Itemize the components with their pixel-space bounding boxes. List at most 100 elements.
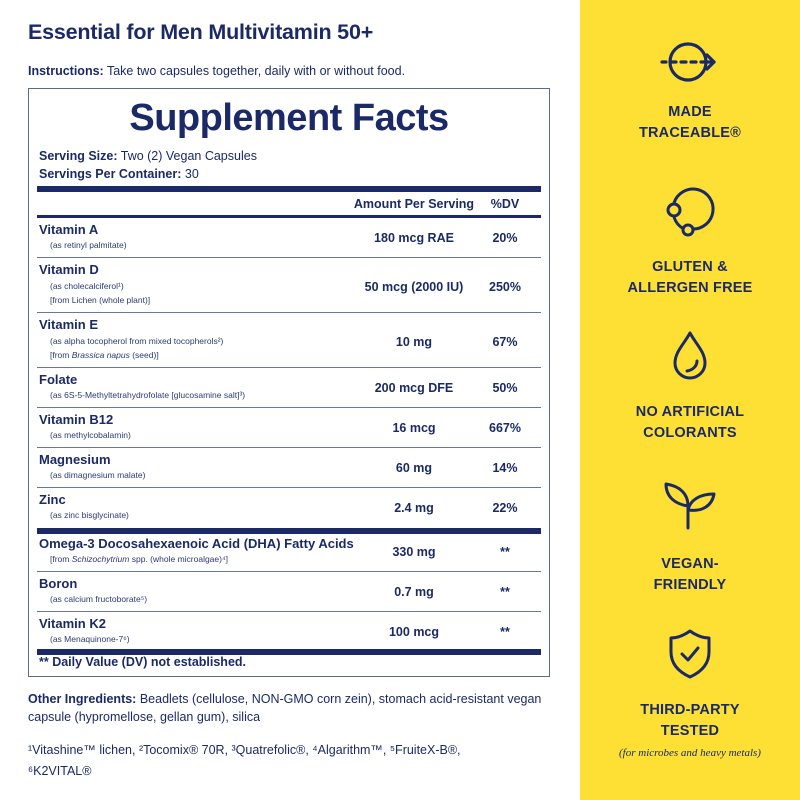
badge-gluten-allergen-free: GLUTEN & ALLERGEN FREE xyxy=(580,183,800,299)
badge-vegan-friendly: VEGAN- FRIENDLY xyxy=(580,480,800,596)
badge-third-party-tested: THIRD-PARTY TESTED (for microbes and hea… xyxy=(580,628,800,759)
divider-thick xyxy=(37,186,541,192)
other-ingredients-label: Other Ingredients: xyxy=(28,692,137,706)
sprout-icon xyxy=(664,482,716,530)
badge-label: TESTED xyxy=(660,723,720,739)
serving-size-label: Serving Size: xyxy=(39,149,118,163)
badge-label: MADE xyxy=(668,104,712,120)
nutrient-source: (as retinyl palmitate) xyxy=(50,240,127,250)
nutrient-source: (as calcium fructoborate⁵) xyxy=(50,594,148,604)
nutrient-dv: 50% xyxy=(492,381,518,395)
divider-thin xyxy=(37,447,541,448)
servings-per-container-value: 30 xyxy=(184,167,199,181)
instructions-label: Instructions: xyxy=(28,64,104,78)
droplet-icon xyxy=(673,331,707,380)
supplement-facts-title: Supplement Facts xyxy=(129,97,449,139)
badge-label: VEGAN- xyxy=(661,556,719,572)
nutrient-amount: 10 mg xyxy=(395,335,433,349)
badge-no-artificial-colorants: NO ARTIFICIAL COLORANTS xyxy=(580,330,800,444)
serving-info: Serving Size: Two (2) Vegan Capsules Ser… xyxy=(39,147,257,183)
column-header-dv: %DV xyxy=(490,197,520,211)
divider-thin xyxy=(37,312,541,313)
nutrient-name: Vitamin B12 xyxy=(39,412,114,427)
divider-thin xyxy=(37,611,541,612)
badge-label: NO ARTIFICIAL xyxy=(635,404,745,420)
nutrient-amount: 100 mcg xyxy=(388,625,440,639)
nutrient-name: Vitamin K2 xyxy=(39,616,106,631)
table-row: Vitamin A (as retinyl palmitate) 180 mcg… xyxy=(39,222,539,258)
divider-medium xyxy=(37,215,541,218)
divider-thin xyxy=(37,571,541,572)
badge-label: GLUTEN & xyxy=(652,259,728,275)
nutrient-dv: 67% xyxy=(492,335,518,349)
nutrient-dv: 667% xyxy=(489,421,521,435)
nutrient-name: Vitamin D xyxy=(39,262,99,277)
nutrient-dv: ** xyxy=(500,585,510,599)
table-row: Boron (as calcium fructoborate⁵) 0.7 mg … xyxy=(39,576,539,612)
nutrient-amount: 50 mcg (2000 IU) xyxy=(364,280,464,294)
trademark-footnotes: ¹Vitashine™ lichen, ²Tocomix® 70R, ³Quat… xyxy=(28,740,548,782)
nutrient-dv: ** xyxy=(500,625,510,639)
other-ingredients: Other Ingredients: Beadlets (cellulose, … xyxy=(28,690,558,726)
nutrient-source: (as cholecalciferol¹) xyxy=(50,281,124,291)
nutrient-name: Vitamin A xyxy=(39,222,99,237)
nutrient-name: Omega-3 Docosahexaenoic Acid (DHA) Fatty… xyxy=(39,536,354,551)
badge-made-traceable: MADE TRACEABLE® xyxy=(580,36,800,144)
badge-label: THIRD-PARTY xyxy=(640,702,740,718)
nutrient-amount: 180 mcg RAE xyxy=(374,231,454,245)
allergen-free-circle-icon xyxy=(666,187,715,237)
supplement-facts-box: Supplement Facts Serving Size: Two (2) V… xyxy=(28,88,550,677)
nutrient-amount: 60 mg xyxy=(395,461,433,475)
divider-thick xyxy=(37,649,541,655)
nutrient-source: (as alpha tocopherol from mixed tocopher… xyxy=(50,336,224,346)
servings-per-container: Servings Per Container: 30 xyxy=(39,165,257,183)
nutrient-amount: 330 mg xyxy=(392,545,436,559)
nutrient-source-origin: [from Lichen (whole plant)] xyxy=(50,295,151,305)
table-row: Vitamin K2 (as Menaquinone-7⁶) 100 mcg *… xyxy=(39,616,539,652)
source-text: spp. (whole microalgae)⁴] xyxy=(129,554,228,564)
serving-size-value: Two (2) Vegan Capsules xyxy=(120,149,257,163)
instructions-text: Take two capsules together, daily with o… xyxy=(106,64,406,78)
footnote-line: ⁶K2VITAL® xyxy=(28,764,92,778)
badge-note: (for microbes and heavy metals) xyxy=(619,747,761,759)
badge-label: COLORANTS xyxy=(643,425,737,441)
nutrient-source: (as dimagnesium malate) xyxy=(50,470,146,480)
divider-thin xyxy=(37,367,541,368)
benefits-panel: MADE TRACEABLE® GLUTEN & ALLERGEN FREE N… xyxy=(580,0,800,800)
nutrient-source: (as Menaquinone-7⁶) xyxy=(50,634,130,644)
source-text: [from xyxy=(50,350,72,360)
table-row: Omega-3 Docosahexaenoic Acid (DHA) Fatty… xyxy=(39,536,539,572)
nutrient-dv: 14% xyxy=(492,461,518,475)
table-row: Folate (as 6S-5-Methyltetrahydrofolate [… xyxy=(39,372,539,408)
nutrient-dv: ** xyxy=(500,545,510,559)
nutrient-name: Zinc xyxy=(39,492,66,507)
nutrient-amount: 0.7 mg xyxy=(394,585,434,599)
nutrient-source: (as 6S-5-Methyltetrahydrofolate [glucosa… xyxy=(50,390,246,400)
source-species: Brassica napus xyxy=(71,350,130,360)
source-text: (seed)] xyxy=(129,350,159,360)
footnote-line: ¹Vitashine™ lichen, ²Tocomix® 70R, ³Quat… xyxy=(28,743,461,757)
dv-footnote: ** Daily Value (DV) not established. xyxy=(39,655,247,669)
table-row: Zinc (as zinc bisglycinate) 2.4 mg 22% xyxy=(39,492,539,528)
nutrient-name: Magnesium xyxy=(39,452,111,467)
nutrient-amount: 16 mcg xyxy=(392,421,436,435)
nutrient-name: Folate xyxy=(39,372,78,387)
column-header-amount: Amount Per Serving xyxy=(353,197,475,211)
serving-size: Serving Size: Two (2) Vegan Capsules xyxy=(39,147,257,165)
badge-label: FRIENDLY xyxy=(653,577,727,593)
table-row: Vitamin E (as alpha tocopherol from mixe… xyxy=(39,317,539,367)
nutrient-dv: 250% xyxy=(489,280,521,294)
label-panel: Essential for Men Multivitamin 50+ Instr… xyxy=(28,20,558,782)
instructions: Instructions: Take two capsules together… xyxy=(28,64,405,78)
other-ingredients-text: Beadlets (cellulose, NON-GMO corn zein),… xyxy=(28,692,542,724)
nutrient-dv: 22% xyxy=(492,501,518,515)
nutrient-name: Boron xyxy=(39,576,78,591)
nutrient-name: Vitamin E xyxy=(39,317,99,332)
divider-thin xyxy=(37,407,541,408)
product-title: Essential for Men Multivitamin 50+ xyxy=(28,20,374,44)
servings-per-container-label: Servings Per Container: xyxy=(39,167,182,181)
badge-label: TRACEABLE® xyxy=(638,125,742,141)
nutrient-amount: 2.4 mg xyxy=(394,501,434,515)
nutrient-dv: 20% xyxy=(492,231,518,245)
nutrient-source: (as zinc bisglycinate) xyxy=(50,510,129,520)
